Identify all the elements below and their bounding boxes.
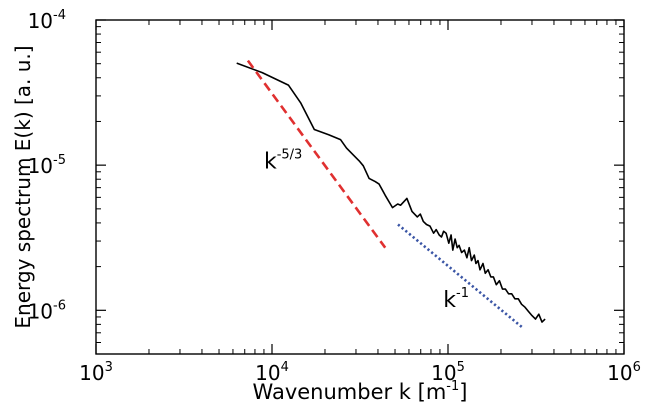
y-tick-label: 10-4 bbox=[28, 8, 66, 33]
x-tick-label: 104 bbox=[255, 360, 289, 385]
slope-label: k-1 bbox=[443, 286, 469, 313]
slope-label: k-5/3 bbox=[264, 147, 302, 174]
y-tick-label: 10-5 bbox=[28, 153, 66, 178]
y-tick-label: 10-6 bbox=[28, 298, 66, 323]
x-tick-label: 105 bbox=[431, 360, 465, 385]
plot-frame bbox=[95, 19, 625, 355]
series-line-solid bbox=[236, 62, 546, 323]
y-axis-label: Energy spectrum E(k) [a. u.] bbox=[11, 45, 35, 328]
x-tick-label: 103 bbox=[79, 360, 113, 385]
plot-area bbox=[236, 59, 546, 329]
series-line-dotted bbox=[397, 223, 524, 329]
series-line-dashed bbox=[246, 59, 387, 249]
x-axis-label: Wavenumber k [m-1] bbox=[253, 379, 468, 404]
x-tick-label: 106 bbox=[607, 360, 641, 385]
axis-layer bbox=[95, 19, 625, 355]
label-layer: 103 104 105 106 10-6 10-5 10-4 k-5/3 k-1 Wavenumb… bbox=[11, 8, 641, 404]
